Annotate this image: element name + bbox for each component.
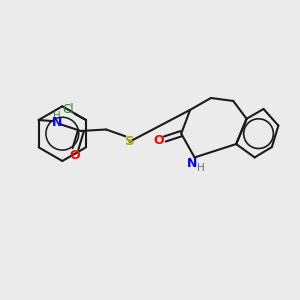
Text: Cl: Cl bbox=[62, 103, 74, 116]
Text: N: N bbox=[52, 116, 62, 129]
Text: S: S bbox=[125, 135, 134, 148]
Text: H: H bbox=[197, 163, 204, 173]
Text: O: O bbox=[153, 134, 164, 147]
Text: H: H bbox=[53, 111, 61, 122]
Text: O: O bbox=[70, 148, 80, 162]
Text: N: N bbox=[186, 158, 197, 170]
